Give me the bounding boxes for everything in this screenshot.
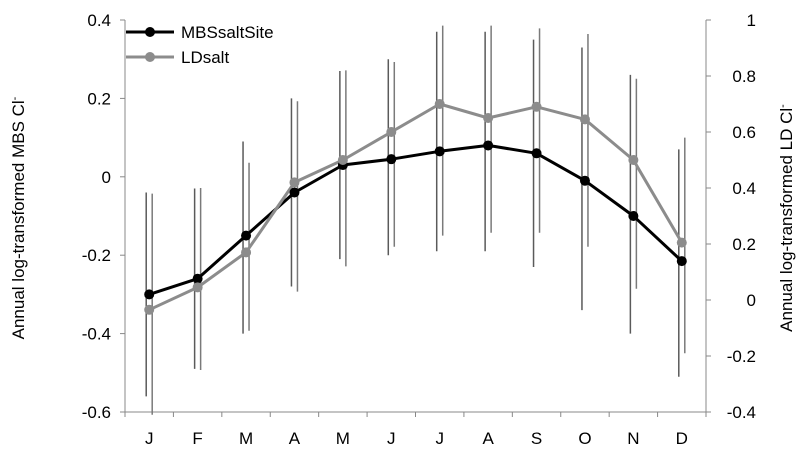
data-point-ldsalt <box>386 127 397 137</box>
y-right-tick-label: 1 <box>747 11 756 30</box>
x-tick-label: O <box>578 429 591 448</box>
data-point-ldsalt <box>144 304 155 315</box>
y-left-tick-label: 0 <box>102 168 111 187</box>
data-point-mbssaltsite <box>483 140 494 151</box>
legend-marker-mbssaltsite <box>145 27 155 37</box>
data-point-mbssaltsite <box>579 175 590 186</box>
data-point-mbssaltsite <box>628 211 639 221</box>
x-tick-label: J <box>387 429 396 448</box>
x-tick-label: A <box>482 429 494 448</box>
x-tick-label: M <box>336 429 350 448</box>
data-point-mbssaltsite <box>434 146 445 157</box>
data-point-ldsalt <box>483 113 494 123</box>
series-line-mbssaltsite <box>148 143 683 296</box>
x-tick-label: J <box>145 429 154 448</box>
y-left-tick-label: -0.4 <box>82 325 111 344</box>
series-lines <box>148 102 684 312</box>
y-left-tick-label: 0.4 <box>87 11 111 30</box>
y-right-tick-label: 0 <box>747 291 756 310</box>
series-points <box>144 99 687 315</box>
legend: MBSsaltSite LDsalt <box>126 23 274 67</box>
data-point-mbssaltsite <box>192 273 203 284</box>
y-axis-left-title: Annual log-transformed MBS Cl- <box>9 96 28 339</box>
x-tick-label: F <box>192 429 202 448</box>
y-left-tick-label: 0.2 <box>87 89 111 108</box>
y-right-tick-label: -0.4 <box>727 403 756 422</box>
legend-label-mbssaltsite: MBSsaltSite <box>181 23 274 42</box>
y-right-tick-label: 0.2 <box>732 235 756 254</box>
y-right-tick-label: 0.4 <box>732 179 756 198</box>
data-point-ldsalt <box>434 99 445 109</box>
x-tick-label: M <box>239 429 253 448</box>
y-right-tick-label: 0.8 <box>732 67 756 86</box>
x-tick-label: J <box>435 429 444 448</box>
legend-marker-ldsalt <box>145 52 155 62</box>
y-axis-right-title: Annual log-transformed LD Cl- <box>777 104 796 332</box>
data-point-mbssaltsite <box>289 187 300 198</box>
data-point-mbssaltsite <box>531 148 542 159</box>
data-point-ldsalt <box>579 114 590 125</box>
data-point-mbssaltsite <box>386 154 397 165</box>
tick-labels: -0.6 -0.4 -0.2 0 0.2 0.4 -0.4 -0.2 0 0.2 0.4 0.6 0.8… <box>82 11 756 448</box>
data-point-ldsalt <box>337 155 348 165</box>
data-point-ldsalt <box>531 101 542 112</box>
data-point-ldsalt <box>192 282 203 293</box>
x-tick-label: A <box>289 429 301 448</box>
data-point-ldsalt <box>628 155 639 165</box>
data-point-ldsalt <box>241 247 252 258</box>
data-point-ldsalt <box>676 237 687 248</box>
y-left-tick-label: -0.6 <box>82 403 111 422</box>
data-point-mbssaltsite <box>144 289 155 300</box>
data-point-mbssaltsite <box>241 230 252 241</box>
series-line-ldsalt <box>148 102 684 312</box>
x-tick-label: S <box>531 429 542 448</box>
legend-label-ldsalt: LDsalt <box>181 48 229 67</box>
x-tick-label: N <box>627 429 639 448</box>
data-point-mbssaltsite <box>676 256 687 267</box>
data-point-ldsalt <box>289 177 300 188</box>
y-right-tick-label: 0.6 <box>732 123 756 142</box>
axes <box>120 19 711 417</box>
error-bars <box>145 25 686 415</box>
y-right-tick-label: -0.2 <box>727 347 756 366</box>
x-tick-label: D <box>676 429 688 448</box>
y-left-tick-label: -0.2 <box>82 246 111 265</box>
